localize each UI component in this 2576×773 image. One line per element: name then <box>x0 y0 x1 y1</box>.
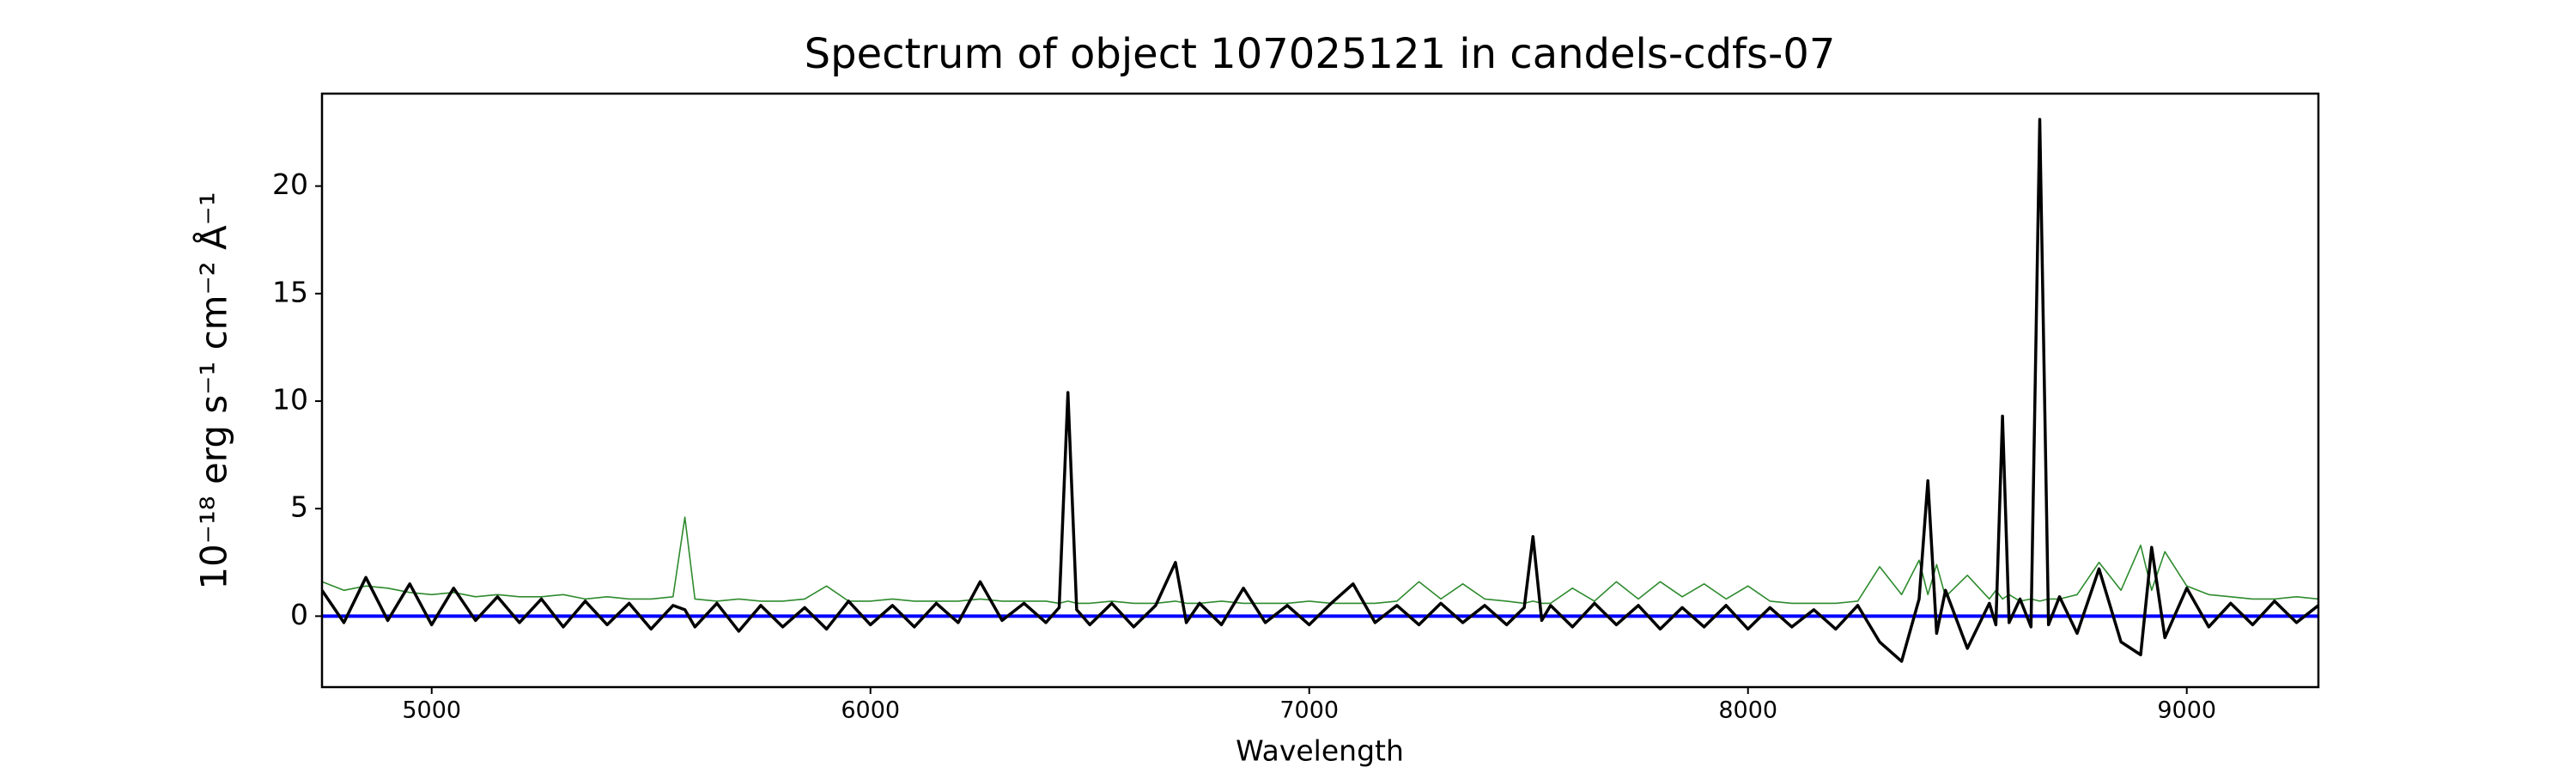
x-tick-label: 7000 <box>1279 697 1339 724</box>
spectrum-line <box>322 516 2318 605</box>
plot-frame <box>320 92 2320 689</box>
y-axis-label: 10⁻¹⁸ erg s⁻¹ cm⁻² Å⁻¹ <box>192 192 235 589</box>
y-tick-label: 20 <box>272 167 308 201</box>
x-tick-label: 8000 <box>1718 697 1777 724</box>
x-axis-label: Wavelength <box>1236 734 1404 768</box>
y-tick-label: 0 <box>290 598 308 631</box>
x-tick-label: 6000 <box>841 697 900 724</box>
y-tick-label: 5 <box>290 490 308 524</box>
y-tick-label: 15 <box>272 275 308 308</box>
x-tick-label: 5000 <box>402 697 461 724</box>
chart-title: Spectrum of object 107025121 in candels-… <box>805 30 1836 78</box>
spectrum-line <box>322 118 2318 663</box>
y-tick-label: 10 <box>272 383 308 417</box>
x-tick-label: 9000 <box>2157 697 2216 724</box>
